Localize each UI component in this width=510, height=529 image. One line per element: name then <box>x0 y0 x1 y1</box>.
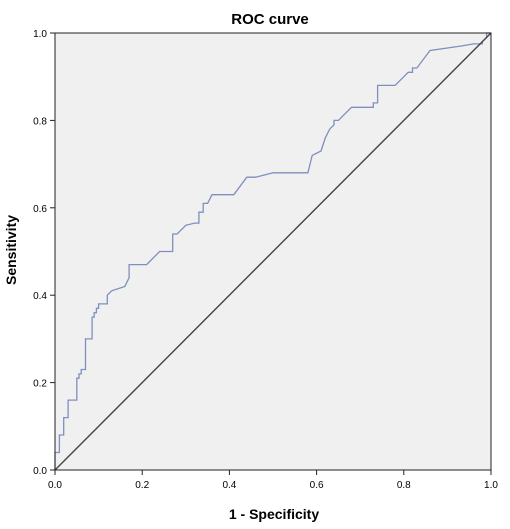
x-tick-label: 0.8 <box>397 480 411 491</box>
plot-frame <box>54 32 492 471</box>
x-axis-label: 1 - Specificity <box>229 506 319 522</box>
y-tick-label: 0.6 <box>33 204 47 215</box>
roc-curve-line <box>54 32 491 470</box>
y-tick-label: 0.2 <box>33 379 47 390</box>
x-tick-label: 0.6 <box>310 480 324 491</box>
series-layer <box>54 32 492 471</box>
chart-title: ROC curve <box>231 11 309 28</box>
x-tick-label: 0.2 <box>135 480 149 491</box>
y-tick-label: 1.0 <box>33 29 47 40</box>
y-tick-label: 0.4 <box>33 291 47 302</box>
y-axis-label: Sensitivity <box>3 215 19 285</box>
reference-diagonal-line <box>54 32 492 471</box>
ticks-layer: 0.0 0.2 0.4 0.6 0.8 1.0 0.0 0.2 0.4 0.6 0.8 1.0 <box>33 29 498 491</box>
y-tick-label: 0.0 <box>33 466 47 477</box>
x-tick-label: 0.0 <box>48 480 62 491</box>
x-tick-label: 0.4 <box>222 480 236 491</box>
y-tick-label: 0.8 <box>33 116 47 127</box>
x-tick-label: 1.0 <box>484 480 498 491</box>
